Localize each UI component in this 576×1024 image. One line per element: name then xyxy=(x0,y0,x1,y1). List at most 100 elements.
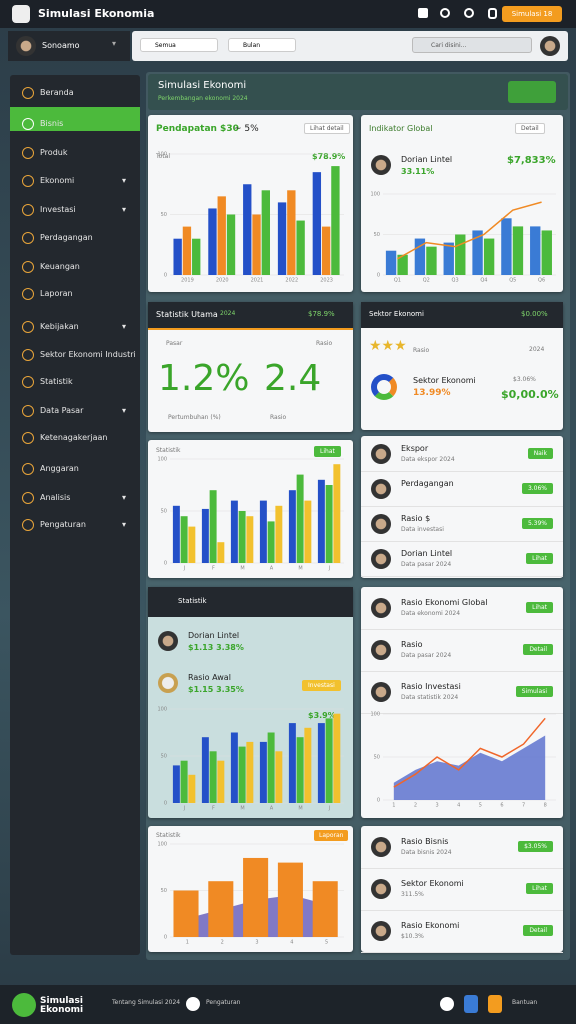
home-icon[interactable] xyxy=(418,8,428,18)
menu-item[interactable]: Sektor Ekonomi Industri xyxy=(40,350,136,359)
right-value: $0.00% xyxy=(521,310,548,318)
avatar xyxy=(371,837,391,857)
bar xyxy=(246,741,254,803)
bar xyxy=(530,226,541,275)
menu-item[interactable]: Ekonomi xyxy=(40,176,75,185)
row-title: Perdagangan xyxy=(401,478,454,488)
card-header: Statistik xyxy=(148,587,353,617)
x-tick-label: J xyxy=(183,806,185,812)
menu-item[interactable]: Pengaturan xyxy=(40,520,86,529)
bar xyxy=(483,238,495,275)
badge[interactable]: Detail xyxy=(523,644,553,655)
row-title: Dorian Lintel xyxy=(401,548,453,558)
menu-item[interactable]: Statistik xyxy=(40,377,73,386)
footer-right[interactable]: Bantuan xyxy=(512,999,538,1006)
bar xyxy=(333,464,341,563)
right-value: $78.9% xyxy=(308,310,335,318)
info-icon[interactable] xyxy=(464,8,474,18)
badge[interactable]: $3.05% xyxy=(518,841,553,852)
x-tick-label: 1 xyxy=(392,803,395,809)
bar xyxy=(426,246,437,275)
stars: ★★★ xyxy=(369,338,407,354)
row-sub: $1.13 3.38% xyxy=(188,643,244,652)
menu-item[interactable]: Laporan xyxy=(40,289,73,298)
x-tick-label: 2023 xyxy=(320,278,333,284)
sidebar: Beranda Bisnis Produk Ekonomi ▾ Investasi ▾ Per… xyxy=(10,75,140,955)
icon[interactable] xyxy=(488,995,502,1013)
row-title: Rasio Ekonomi Global xyxy=(401,598,488,607)
list-row: Perdagangan 3.06% xyxy=(361,471,563,507)
bar xyxy=(230,500,238,563)
menu-item[interactable]: Keuangan xyxy=(40,262,80,271)
bar xyxy=(188,526,196,563)
y-tick-label: 0 xyxy=(164,561,167,567)
x-tick-label: Q3 xyxy=(452,278,459,284)
footer-links[interactable]: Tentang Simulasi 2024 xyxy=(112,999,181,1006)
icon[interactable] xyxy=(440,997,454,1011)
user-menu[interactable]: Sonoamo ▾ xyxy=(8,31,130,61)
value: $0,00.0% xyxy=(501,388,559,401)
menu-item[interactable]: Perdagangan xyxy=(40,233,93,242)
menu-icon xyxy=(22,432,34,444)
caret: ▾ xyxy=(122,205,127,214)
badge[interactable]: Lihat xyxy=(526,552,553,564)
icon[interactable] xyxy=(464,995,478,1013)
badge[interactable]: Lihat xyxy=(526,602,553,613)
badge[interactable]: 3.06% xyxy=(521,482,553,494)
x-tick-label: Q5 xyxy=(509,278,516,284)
line xyxy=(397,201,542,260)
p-icon[interactable] xyxy=(186,997,200,1011)
list-row: Rasio Data pasar 2024 Detail xyxy=(361,629,563,672)
bar xyxy=(275,505,283,563)
x-tick-label: 2020 xyxy=(216,278,229,284)
badge-button[interactable]: Simulasi 18 xyxy=(502,6,562,22)
button[interactable]: Lihat xyxy=(314,446,341,457)
menu-item[interactable]: Investasi xyxy=(40,205,76,214)
menu-item[interactable]: Ketenagakerjaan xyxy=(40,433,108,442)
menu-item[interactable]: Beranda xyxy=(40,88,74,97)
chart: 0 50 100 1 2 3 4 5 xyxy=(157,842,344,946)
settings-icon[interactable] xyxy=(440,8,450,18)
bar xyxy=(180,516,188,563)
badge[interactable]: Simulasi xyxy=(515,686,553,697)
menu-icon xyxy=(22,204,34,216)
filter-select[interactable]: Semua xyxy=(140,38,218,52)
bar xyxy=(209,751,217,803)
filter-select[interactable]: Bulan xyxy=(228,38,296,52)
list-row: Sektor Ekonomi 311.5% Lihat xyxy=(361,868,563,911)
badge[interactable]: Naik xyxy=(527,447,553,459)
legend: Pertumbuhan (%) xyxy=(168,414,221,421)
footer-action[interactable]: Pengaturan xyxy=(206,999,241,1006)
label: Statistik xyxy=(156,447,181,454)
value: $7,833% xyxy=(507,155,556,166)
badge[interactable]: Lihat xyxy=(526,883,553,894)
x-tick-label: Q2 xyxy=(423,278,430,284)
bar xyxy=(208,881,234,937)
detail-button[interactable]: Lihat detail xyxy=(304,123,350,134)
menu-item[interactable]: Kebijakan xyxy=(40,322,79,331)
change: 33.11% xyxy=(401,167,435,176)
x-tick-label: M xyxy=(240,806,244,812)
logo xyxy=(12,5,30,23)
row-title: Rasio Investasi xyxy=(401,682,461,691)
menu-item[interactable]: Bisnis xyxy=(40,119,64,128)
delta: ~ 5% xyxy=(234,124,259,134)
card-title: Statistik xyxy=(178,597,207,605)
button[interactable]: Laporan xyxy=(314,830,349,841)
menu-item[interactable]: Analisis xyxy=(40,493,71,502)
menu-item[interactable]: Anggaran xyxy=(40,464,79,473)
action-button[interactable] xyxy=(508,81,556,103)
y-tick-label: 100 xyxy=(370,192,380,198)
menu-item[interactable]: Data Pasar xyxy=(40,406,84,415)
badge[interactable]: Detail xyxy=(523,925,553,936)
search-box[interactable]: Cari disini... xyxy=(412,37,532,53)
lock-icon[interactable] xyxy=(488,8,497,19)
detail-button[interactable]: Detail xyxy=(515,123,545,134)
menu-item[interactable]: Produk xyxy=(40,148,68,157)
badge[interactable]: 5.39% xyxy=(521,517,553,529)
main-subtitle: Perkembangan ekonomi 2024 xyxy=(158,95,248,102)
badge[interactable]: Investasi xyxy=(302,680,341,691)
bar xyxy=(443,242,454,275)
card-title: Pendapatan $30 xyxy=(156,124,239,134)
chart: 0 50 100 Q1 Q2 Q3 Q4 Q5 Q6 xyxy=(370,192,556,284)
